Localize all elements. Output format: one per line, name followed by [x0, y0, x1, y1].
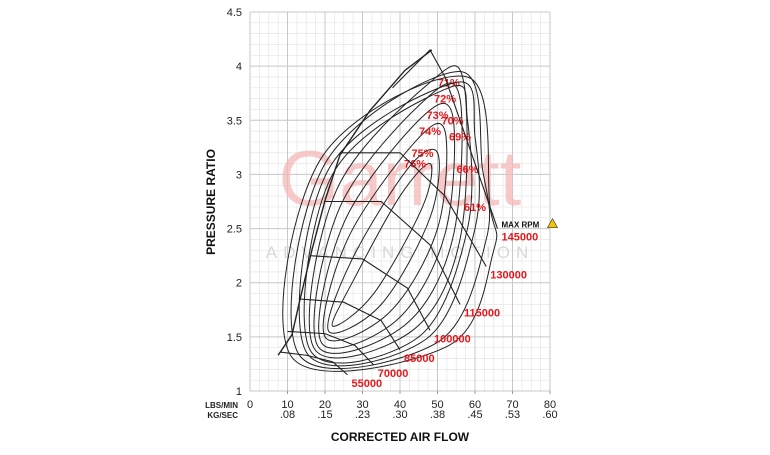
watermark-sub: ADVANCING MOTION: [266, 243, 535, 262]
x2-tick-label: .60: [542, 409, 557, 421]
x2-tick-label: .15: [317, 409, 332, 421]
x-tick-label: 60: [469, 399, 481, 411]
speed-label: 115000: [464, 307, 500, 319]
speed-line: [279, 351, 348, 376]
y-tick-label: 3.5: [227, 115, 242, 127]
surge-line: [277, 49, 433, 356]
x2-tick-label: .38: [430, 409, 445, 421]
x2-tick-label: .30: [392, 409, 407, 421]
x-tick-label: 40: [394, 399, 406, 411]
x2-tick-label: .08: [280, 409, 295, 421]
efficiency-island: [303, 85, 473, 364]
x-axis-title: CORRECTED AIR FLOW: [331, 430, 470, 444]
plot: 76%75%74%73%72%71%70%69%66%61%5500070000…: [277, 48, 559, 390]
speed-line: [287, 330, 375, 366]
x-tick-label: 20: [319, 399, 331, 411]
efficiency-label: 69%: [449, 132, 471, 144]
y-tick-label: 4.5: [227, 7, 242, 19]
efficiency-label: 72%: [434, 94, 456, 106]
x2-tick-label: .23: [355, 409, 370, 421]
efficiency-island: [331, 163, 433, 327]
efficiency-island: [327, 148, 440, 334]
max-rpm-label: MAX RPM: [502, 221, 540, 230]
speed-line: [392, 48, 499, 229]
efficiency-label: 75%: [411, 148, 433, 160]
efficiency-label: 74%: [419, 126, 441, 138]
speed-label: 85000: [404, 353, 435, 365]
efficiency-label: 61%: [464, 202, 486, 214]
x-tick-label: 50: [431, 399, 443, 411]
warning-icon: [546, 217, 559, 228]
speed-line: [309, 255, 431, 331]
y-tick-label: 1.5: [227, 332, 242, 344]
efficiency-label: 70%: [441, 115, 463, 127]
y-tick-label: 2: [236, 278, 242, 290]
y-tick-label: 2.5: [227, 224, 242, 236]
speed-line: [298, 298, 401, 351]
efficiency-island: [322, 122, 448, 342]
speed-label: 55000: [352, 378, 383, 390]
x-tick-label: 30: [356, 399, 368, 411]
y-tick-label: 1: [236, 386, 242, 398]
y-axis-title: PRESSURE RATIO: [204, 149, 218, 255]
efficiency-label: 73%: [426, 110, 448, 122]
efficiency-island: [290, 71, 491, 369]
x-tick-label: 80: [544, 399, 556, 411]
speed-label: 145000: [502, 232, 539, 244]
speed-label: 100000: [434, 333, 471, 345]
efficiency-island: [298, 81, 480, 367]
x-tick-label: 10: [281, 399, 293, 411]
x2-unit-label: KG/SEC: [207, 411, 238, 420]
x2-tick-label: .53: [505, 409, 520, 421]
efficiency-island: [313, 82, 463, 354]
efficiency-island: [318, 102, 456, 349]
x-tick-label: 70: [506, 399, 518, 411]
speed-label: 130000: [490, 269, 527, 281]
efficiency-label: 66%: [456, 164, 478, 176]
x2-tick-label: .45: [467, 409, 482, 421]
y-tick-label: 3: [236, 169, 242, 181]
efficiency-island: [282, 75, 498, 372]
speed-line: [325, 200, 461, 305]
x-unit-label: LBS/MIN: [205, 401, 238, 410]
x-tick-label: 0: [247, 399, 253, 411]
speed-label: 70000: [378, 368, 409, 380]
y-tick-label: 4: [236, 61, 242, 73]
speed-line: [340, 152, 487, 267]
